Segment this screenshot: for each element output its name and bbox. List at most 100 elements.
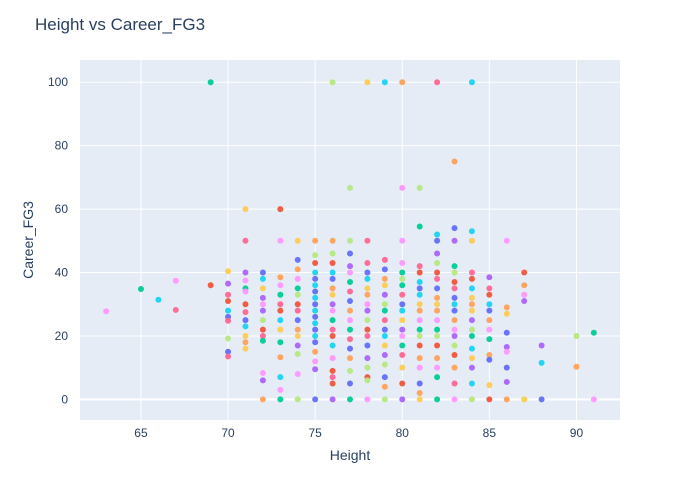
data-point xyxy=(259,317,266,324)
data-point xyxy=(486,291,493,298)
data-point xyxy=(468,228,475,235)
data-point xyxy=(399,326,406,333)
data-point xyxy=(521,291,528,298)
data-point xyxy=(468,301,475,308)
data-point xyxy=(242,309,249,316)
data-point xyxy=(416,380,423,387)
data-point xyxy=(381,266,388,273)
data-points xyxy=(103,79,597,403)
data-point xyxy=(434,301,441,308)
data-point xyxy=(312,320,319,327)
data-point xyxy=(242,301,249,308)
data-point xyxy=(259,377,266,384)
x-tick-label: 65 xyxy=(134,426,148,440)
data-point xyxy=(364,332,371,339)
data-point xyxy=(434,285,441,292)
tick-labels: 65 70 75 80 85 90 0 20 40 60 80 100 xyxy=(48,75,583,440)
data-point xyxy=(294,266,301,273)
data-point xyxy=(451,225,458,232)
data-point xyxy=(347,269,353,276)
data-point xyxy=(434,294,441,301)
data-point xyxy=(277,282,284,289)
data-point xyxy=(381,79,388,86)
data-point xyxy=(451,351,458,358)
data-point xyxy=(434,364,441,371)
data-point xyxy=(259,269,266,276)
data-point xyxy=(486,356,493,363)
data-point xyxy=(486,274,493,281)
data-point xyxy=(329,275,336,282)
data-point xyxy=(399,269,406,276)
data-point xyxy=(381,301,388,308)
data-point xyxy=(399,364,406,371)
data-point xyxy=(312,294,319,301)
data-point xyxy=(259,332,266,339)
data-point xyxy=(399,237,406,244)
data-point xyxy=(503,344,510,351)
data-point xyxy=(364,342,371,349)
data-point xyxy=(277,396,284,403)
data-point xyxy=(207,282,214,289)
data-point xyxy=(486,307,493,314)
data-point xyxy=(486,285,493,292)
data-point xyxy=(364,301,371,308)
data-point xyxy=(329,317,336,324)
data-point xyxy=(294,317,301,324)
data-point xyxy=(277,206,284,213)
data-point xyxy=(434,237,441,244)
chart-title: Height vs Career_FG3 xyxy=(35,15,205,34)
data-point xyxy=(347,317,353,324)
data-point xyxy=(434,79,441,86)
data-point xyxy=(329,260,336,266)
y-tick-label: 20 xyxy=(55,329,69,343)
data-point xyxy=(468,285,475,292)
x-tick-label: 85 xyxy=(483,426,497,440)
y-tick-label: 80 xyxy=(55,139,69,153)
data-point xyxy=(451,279,458,286)
data-point xyxy=(294,342,301,349)
data-point xyxy=(364,79,371,86)
data-point xyxy=(381,317,388,324)
data-point xyxy=(277,307,284,314)
data-point xyxy=(259,285,266,292)
data-point xyxy=(468,332,475,339)
data-point xyxy=(451,342,458,349)
data-point xyxy=(486,336,493,343)
data-point xyxy=(521,282,528,289)
data-point xyxy=(434,231,441,238)
data-point xyxy=(399,307,406,314)
y-tick-label: 100 xyxy=(48,75,68,89)
data-point xyxy=(329,79,336,86)
data-point xyxy=(312,307,319,314)
data-point xyxy=(347,380,353,387)
y-tick-label: 60 xyxy=(55,202,69,216)
data-point xyxy=(242,269,249,276)
data-point xyxy=(399,275,406,282)
data-point xyxy=(503,396,510,403)
data-point xyxy=(590,329,597,336)
data-point xyxy=(381,256,388,263)
data-point xyxy=(468,355,475,362)
data-point xyxy=(312,237,319,244)
data-point xyxy=(468,326,475,333)
data-point xyxy=(312,326,319,333)
data-point xyxy=(294,275,301,282)
data-point xyxy=(312,339,319,346)
data-point xyxy=(242,237,249,244)
data-point xyxy=(381,383,388,390)
data-point xyxy=(381,326,388,333)
data-point xyxy=(364,326,371,333)
data-point xyxy=(381,307,388,314)
data-point xyxy=(294,351,301,358)
data-point xyxy=(486,396,493,403)
data-point xyxy=(294,371,301,378)
data-point xyxy=(312,366,319,373)
data-point xyxy=(399,301,406,308)
data-point xyxy=(416,317,423,324)
data-point xyxy=(399,317,406,324)
data-point xyxy=(312,288,319,295)
data-point xyxy=(242,332,249,339)
data-point xyxy=(451,301,458,308)
data-point xyxy=(590,396,597,403)
data-point xyxy=(312,301,319,308)
